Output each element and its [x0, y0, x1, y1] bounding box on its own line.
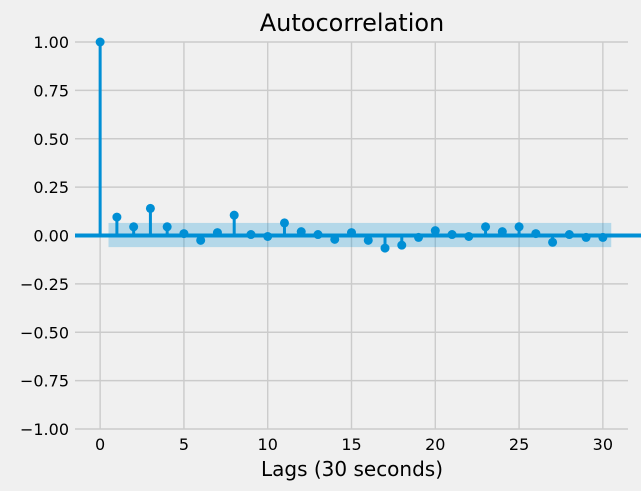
stem-marker [313, 230, 323, 240]
stem-marker [212, 228, 222, 238]
stem-marker [229, 210, 239, 220]
stem-marker [363, 235, 373, 245]
stem-marker [145, 203, 155, 213]
stem-marker [581, 232, 591, 242]
stem-marker [598, 232, 608, 242]
y-tick-label: −1.00 [20, 420, 69, 439]
y-tick-label: 0.00 [33, 227, 69, 246]
stem-marker [129, 222, 139, 232]
stem-marker [397, 240, 407, 250]
y-tick-label: 0.25 [33, 178, 69, 197]
x-tick-label: 5 [179, 435, 189, 454]
y-tick-label: 1.00 [33, 33, 69, 52]
stem-marker [430, 226, 440, 236]
x-tick-label: 15 [341, 435, 361, 454]
y-tick-label: −0.75 [20, 372, 69, 391]
y-tick-label: −0.50 [20, 323, 69, 342]
x-tick-label: 30 [593, 435, 613, 454]
x-axis-label: Lags (30 seconds) [261, 457, 443, 481]
stem-marker [447, 230, 457, 240]
stem-marker [414, 232, 424, 242]
stem-marker [464, 231, 474, 241]
tick-labels: −1.00 −0.75 −0.50 −0.25 0.00 0.25 0.50 0.75 1.00… [20, 33, 613, 454]
stem-marker [263, 231, 273, 241]
stem-marker [481, 222, 491, 232]
stem-marker [347, 228, 356, 238]
stem-marker [95, 37, 105, 47]
stem-marker [246, 230, 256, 240]
stem-marker [497, 227, 507, 237]
y-tick-label: 0.75 [33, 81, 69, 100]
stem-marker [112, 212, 122, 222]
stem-marker [531, 229, 541, 239]
stem-layer [95, 37, 608, 253]
y-tick-label: −0.25 [20, 275, 69, 294]
stem-marker [330, 234, 340, 244]
x-tick-label: 20 [425, 435, 445, 454]
chart-title: Autocorrelation [260, 9, 445, 37]
stem-marker [162, 222, 172, 232]
x-tick-label: 0 [95, 435, 105, 454]
stem-marker [514, 222, 524, 232]
stem-marker [380, 243, 390, 253]
y-tick-label: 0.50 [33, 130, 69, 149]
stem-marker [548, 237, 558, 247]
stem-marker [196, 235, 206, 245]
stem-marker [564, 230, 574, 240]
stem-marker [179, 229, 189, 239]
x-tick-label: 25 [509, 435, 529, 454]
stem-marker [279, 218, 289, 228]
x-tick-label: 10 [258, 435, 278, 454]
stem-marker [296, 227, 306, 237]
